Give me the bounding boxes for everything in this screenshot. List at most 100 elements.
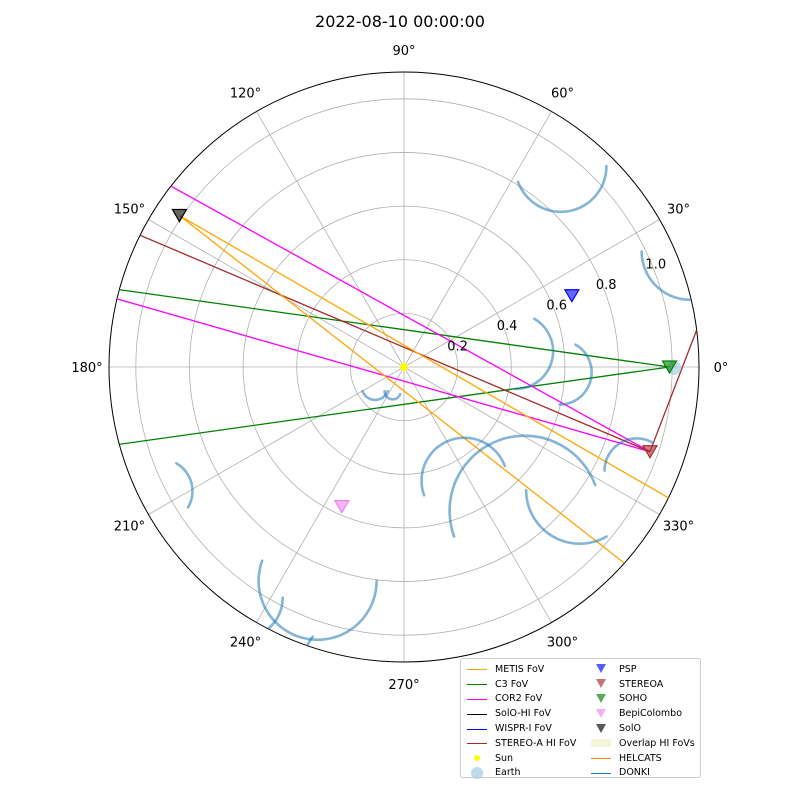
- legend-label: SOHO: [619, 693, 648, 705]
- cme-front-arc: [257, 559, 378, 642]
- spacecraft-marker-psp: [563, 289, 580, 303]
- cme-front-arc: [514, 317, 555, 391]
- legend-label: Earth: [495, 767, 521, 779]
- legend-swatch: [591, 663, 611, 675]
- fov-edge-line: [109, 99, 651, 453]
- cme-front-arc: [524, 488, 608, 546]
- legend-swatch: [467, 723, 487, 735]
- legend-swatch: [467, 752, 487, 764]
- spacecraft-marker-stereoa: [641, 445, 659, 459]
- theta-gridline: [403, 366, 660, 515]
- legend-label: COR2 FoV: [495, 693, 543, 705]
- legend-label: METIS FoV: [495, 663, 545, 675]
- legend-item: COR2 FoV: [467, 692, 576, 707]
- cme-front-arc: [516, 164, 608, 214]
- legend-swatch: [467, 766, 487, 779]
- fov-edge-line: [179, 214, 699, 662]
- theta-tick-label: 120°: [230, 86, 261, 101]
- cme-front-arc: [558, 343, 593, 406]
- legend-column-2: PSP STEREOA SOHO BepiColombo SolO Overlap HI …: [591, 662, 695, 780]
- legend-item: HELCATS: [591, 751, 695, 766]
- legend-label: WISPR-I FoV: [495, 723, 552, 735]
- fov-edge-line: [109, 241, 670, 368]
- legend-label: PSP: [619, 663, 637, 675]
- legend-item: Overlap HI FoVs: [591, 736, 695, 751]
- cme-front-arc: [175, 462, 194, 509]
- theta-tick-label: 270°: [388, 678, 419, 693]
- polar-frame: [108, 71, 700, 663]
- legend-swatch: [467, 678, 487, 690]
- legend-swatch: [467, 708, 487, 720]
- theta-tick-label: 240°: [230, 636, 261, 651]
- spacecraft-marker-soho: [661, 360, 678, 375]
- legend-item: C3 FoV: [467, 677, 576, 692]
- cme-front-arc: [448, 434, 597, 538]
- theta-gridline: [148, 366, 405, 515]
- fov-edge-line: [109, 72, 651, 453]
- theta-gridline: [403, 366, 552, 623]
- theta-tick-label: 30°: [667, 203, 690, 218]
- legend-swatch: [591, 678, 611, 690]
- fov-edge-line: [109, 366, 670, 493]
- legend-item: STEREO-A HI FoV: [467, 736, 576, 751]
- tick-labels: 0° 30° 60° 90° 120° 150° 180° 210° 240° 270° 300° 3…: [71, 44, 728, 693]
- legend: METIS FoV C3 FoV COR2 FoV SolO-HI FoV WISPR-…: [460, 658, 701, 780]
- theta-tick-label: 60°: [551, 86, 574, 101]
- cme-front-arc: [640, 250, 692, 301]
- theta-tick-label: 0°: [714, 361, 729, 376]
- fov-edge-line: [649, 72, 699, 452]
- theta-tick-label: 150°: [114, 203, 145, 218]
- theta-tick-label: 180°: [71, 361, 102, 376]
- legend-item: DONKI: [591, 766, 695, 781]
- bodies: [171, 208, 682, 514]
- legend-item: Earth: [467, 766, 576, 781]
- legend-swatch: [591, 767, 611, 779]
- legend-label: SolO-HI FoV: [495, 708, 552, 720]
- theta-gridline: [403, 111, 552, 368]
- theta-gridline: [256, 111, 405, 368]
- r-tick-label: 0.2: [447, 339, 468, 354]
- legend-swatch: [591, 723, 611, 735]
- spacecraft-marker-bepicolombo: [333, 500, 350, 514]
- theta-gridline: [403, 219, 660, 368]
- theta-tick-label: 210°: [114, 520, 145, 535]
- legend-item: SOHO: [591, 692, 695, 707]
- r-tick-label: 0.8: [596, 278, 617, 293]
- fov-edge-line: [179, 215, 699, 662]
- cme-front-arc: [603, 437, 655, 472]
- sun-marker: [400, 363, 408, 371]
- legend-item: STEREOA: [591, 677, 695, 692]
- legend-swatch: [591, 752, 611, 764]
- legend-label: DONKI: [619, 767, 650, 779]
- legend-label: STEREOA: [619, 678, 664, 690]
- spacecraft-marker-solo: [171, 208, 188, 223]
- legend-column-1: METIS FoV C3 FoV COR2 FoV SolO-HI FoV WISPR-…: [467, 662, 576, 780]
- theta-tick-label: 90°: [392, 44, 415, 59]
- r-tick-label: 0.6: [546, 298, 567, 313]
- legend-label: BepiColombo: [619, 708, 683, 720]
- legend-label: Sun: [495, 752, 514, 764]
- fov-edge-line: [109, 202, 651, 453]
- legend-item: Sun: [467, 751, 576, 766]
- legend-label: C3 FoV: [495, 678, 529, 690]
- legend-label: HELCATS: [619, 752, 662, 764]
- fov-lines: [109, 72, 699, 662]
- legend-swatch: [467, 663, 487, 675]
- legend-item: SolO-HI FoV: [467, 706, 576, 721]
- theta-tick-label: 330°: [663, 520, 694, 535]
- legend-swatch: [467, 693, 487, 705]
- legend-swatch: [591, 693, 611, 705]
- cme-front-arc: [420, 436, 507, 497]
- r-tick-label: 1.0: [645, 257, 666, 272]
- theta-tick-label: 300°: [547, 636, 578, 651]
- legend-swatch: [591, 708, 611, 720]
- legend-label: SolO: [619, 723, 641, 735]
- legend-swatch: [467, 737, 487, 749]
- legend-label: Overlap HI FoVs: [619, 737, 695, 749]
- chart-title: 2022-08-10 00:00:00: [315, 12, 485, 31]
- legend-item: METIS FoV: [467, 662, 576, 677]
- legend-item: PSP: [591, 662, 695, 677]
- legend-item: WISPR-I FoV: [467, 721, 576, 736]
- cme-front-arc: [383, 390, 402, 401]
